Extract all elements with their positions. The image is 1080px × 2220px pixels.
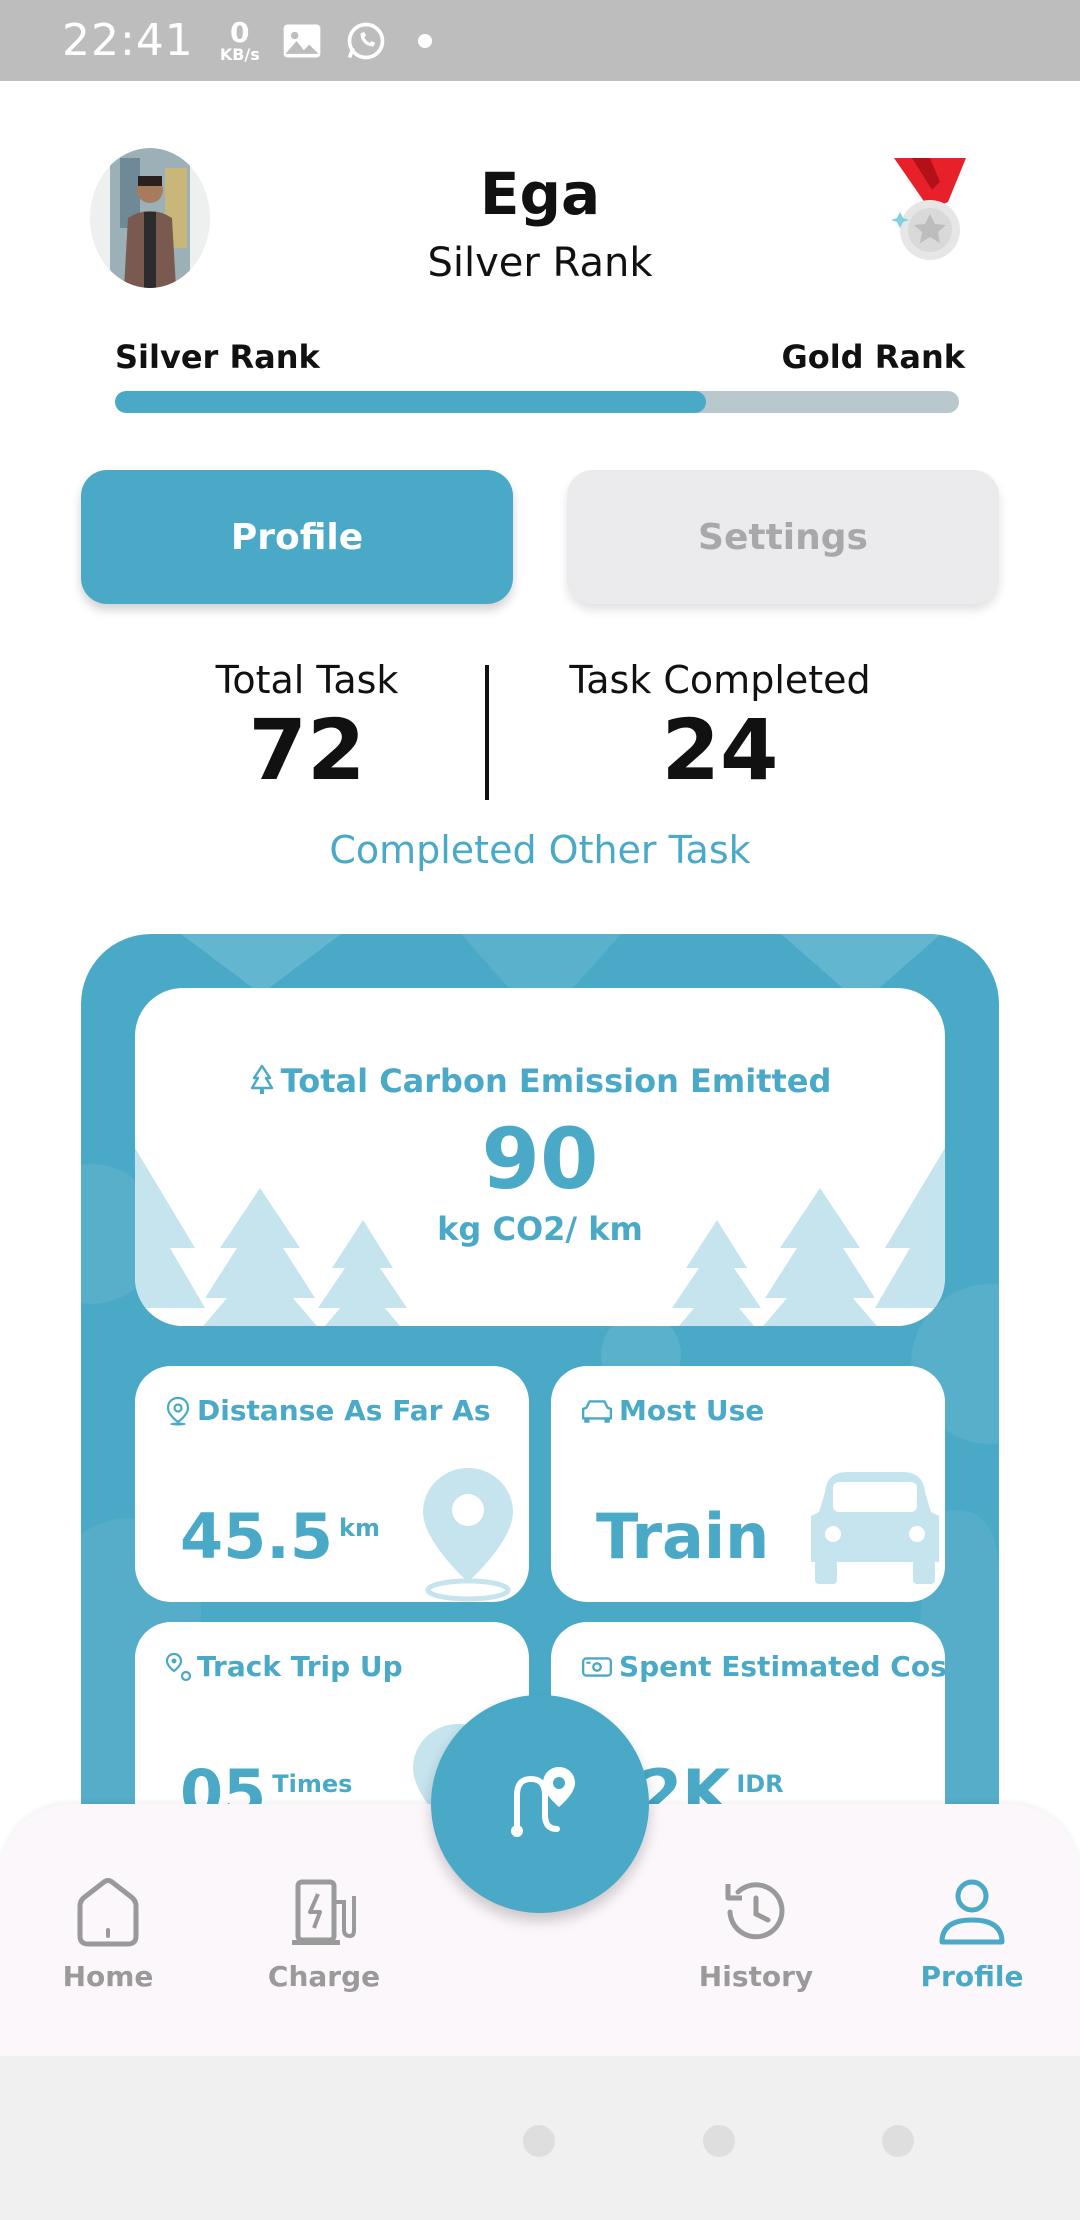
nav-profile-label: Profile	[920, 1960, 1024, 1993]
total-task-label: Total Task	[215, 658, 399, 702]
completed-other-task-link[interactable]: Completed Other Task	[329, 828, 751, 872]
user-rank: Silver Rank	[427, 240, 653, 286]
distance-number: 45.5	[180, 1500, 333, 1573]
most-use-title-text: Most Use	[619, 1394, 765, 1427]
distance-unit: km	[338, 1514, 380, 1542]
nav-profile[interactable]: Profile	[892, 1872, 1052, 1993]
notification-dot-icon	[417, 33, 432, 48]
emission-title-text: Total Carbon Emission Emitted	[280, 1062, 832, 1100]
most-use-title: Most Use	[581, 1394, 764, 1427]
rank-progress-fill	[115, 391, 706, 413]
tab-profile[interactable]: Profile	[81, 470, 513, 604]
status-time: 22:41	[62, 15, 194, 66]
distance-card: Distanse As Far As 45.5 km	[135, 1366, 529, 1602]
charging-station-icon	[292, 1879, 356, 1945]
system-nav-home-button[interactable]	[703, 2125, 735, 2157]
nav-history-label: History	[698, 1960, 814, 1993]
tree-icon	[250, 1064, 273, 1094]
completed-task-stat: Task Completed 24	[520, 658, 920, 794]
trees-illustration	[135, 1148, 945, 1326]
current-rank-label: Silver Rank	[115, 338, 320, 376]
home-icon	[77, 1878, 139, 1947]
route-pin-icon	[165, 1652, 191, 1681]
system-nav-back-button[interactable]	[882, 2125, 914, 2157]
nav-home[interactable]: Home	[28, 1872, 188, 1993]
nav-history[interactable]: History	[676, 1872, 836, 1993]
rank-progress-bar	[115, 391, 959, 413]
most-use-card: Most Use Train	[551, 1366, 945, 1602]
distance-title-text: Distanse As Far As	[197, 1394, 491, 1427]
tab-settings[interactable]: Settings	[567, 470, 999, 604]
most-use-value: Train	[596, 1500, 770, 1573]
spent-cost-unit: IDR	[736, 1770, 784, 1798]
network-speed: 0 KB/s	[219, 15, 260, 64]
emission-unit: kg CO2/ km	[437, 1210, 643, 1248]
nav-home-label: Home	[62, 1960, 154, 1993]
nav-charge[interactable]: Charge	[244, 1872, 404, 1993]
stats-divider	[485, 665, 489, 800]
spent-cost-title-text: Spent Estimated Cost	[619, 1650, 945, 1683]
car-illustration	[811, 1472, 939, 1584]
location-pin-illustration	[423, 1468, 513, 1602]
medal-icon	[891, 158, 966, 260]
status-bar: 22:41 0 KB/s	[0, 0, 1080, 81]
track-trip-title: Track Trip Up	[165, 1650, 403, 1683]
distance-value: 45.5 km	[180, 1500, 380, 1573]
route-icon	[511, 1767, 575, 1837]
avatar[interactable]	[90, 148, 210, 288]
image-icon	[283, 24, 321, 57]
emission-title: Total Carbon Emission Emitted	[135, 1062, 945, 1100]
cash-icon	[581, 1656, 613, 1677]
carbon-emission-card: Total Carbon Emission Emitted 90 kg CO2/…	[135, 988, 945, 1326]
history-icon	[725, 1882, 785, 1940]
next-rank-label: Gold Rank	[781, 338, 965, 376]
completed-task-label: Task Completed	[569, 658, 871, 702]
spent-cost-title: Spent Estimated Cost	[581, 1650, 945, 1683]
track-trip-title-text: Track Trip Up	[197, 1650, 403, 1683]
user-icon	[939, 1879, 1005, 1945]
emission-value: 90	[481, 1110, 599, 1208]
car-icon	[581, 1399, 613, 1423]
total-task-stat: Total Task 72	[107, 658, 507, 794]
whatsapp-icon	[347, 22, 385, 59]
user-name: Ega	[479, 160, 601, 228]
completed-task-value: 24	[661, 701, 779, 799]
system-nav-recents-button[interactable]	[523, 2125, 555, 2157]
location-pin-icon	[166, 1396, 190, 1425]
route-fab-button[interactable]	[431, 1695, 649, 1913]
total-task-value: 72	[248, 701, 366, 799]
distance-title: Distanse As Far As	[165, 1394, 490, 1427]
track-trip-unit: Times	[272, 1770, 353, 1798]
nav-charge-label: Charge	[267, 1960, 381, 1993]
